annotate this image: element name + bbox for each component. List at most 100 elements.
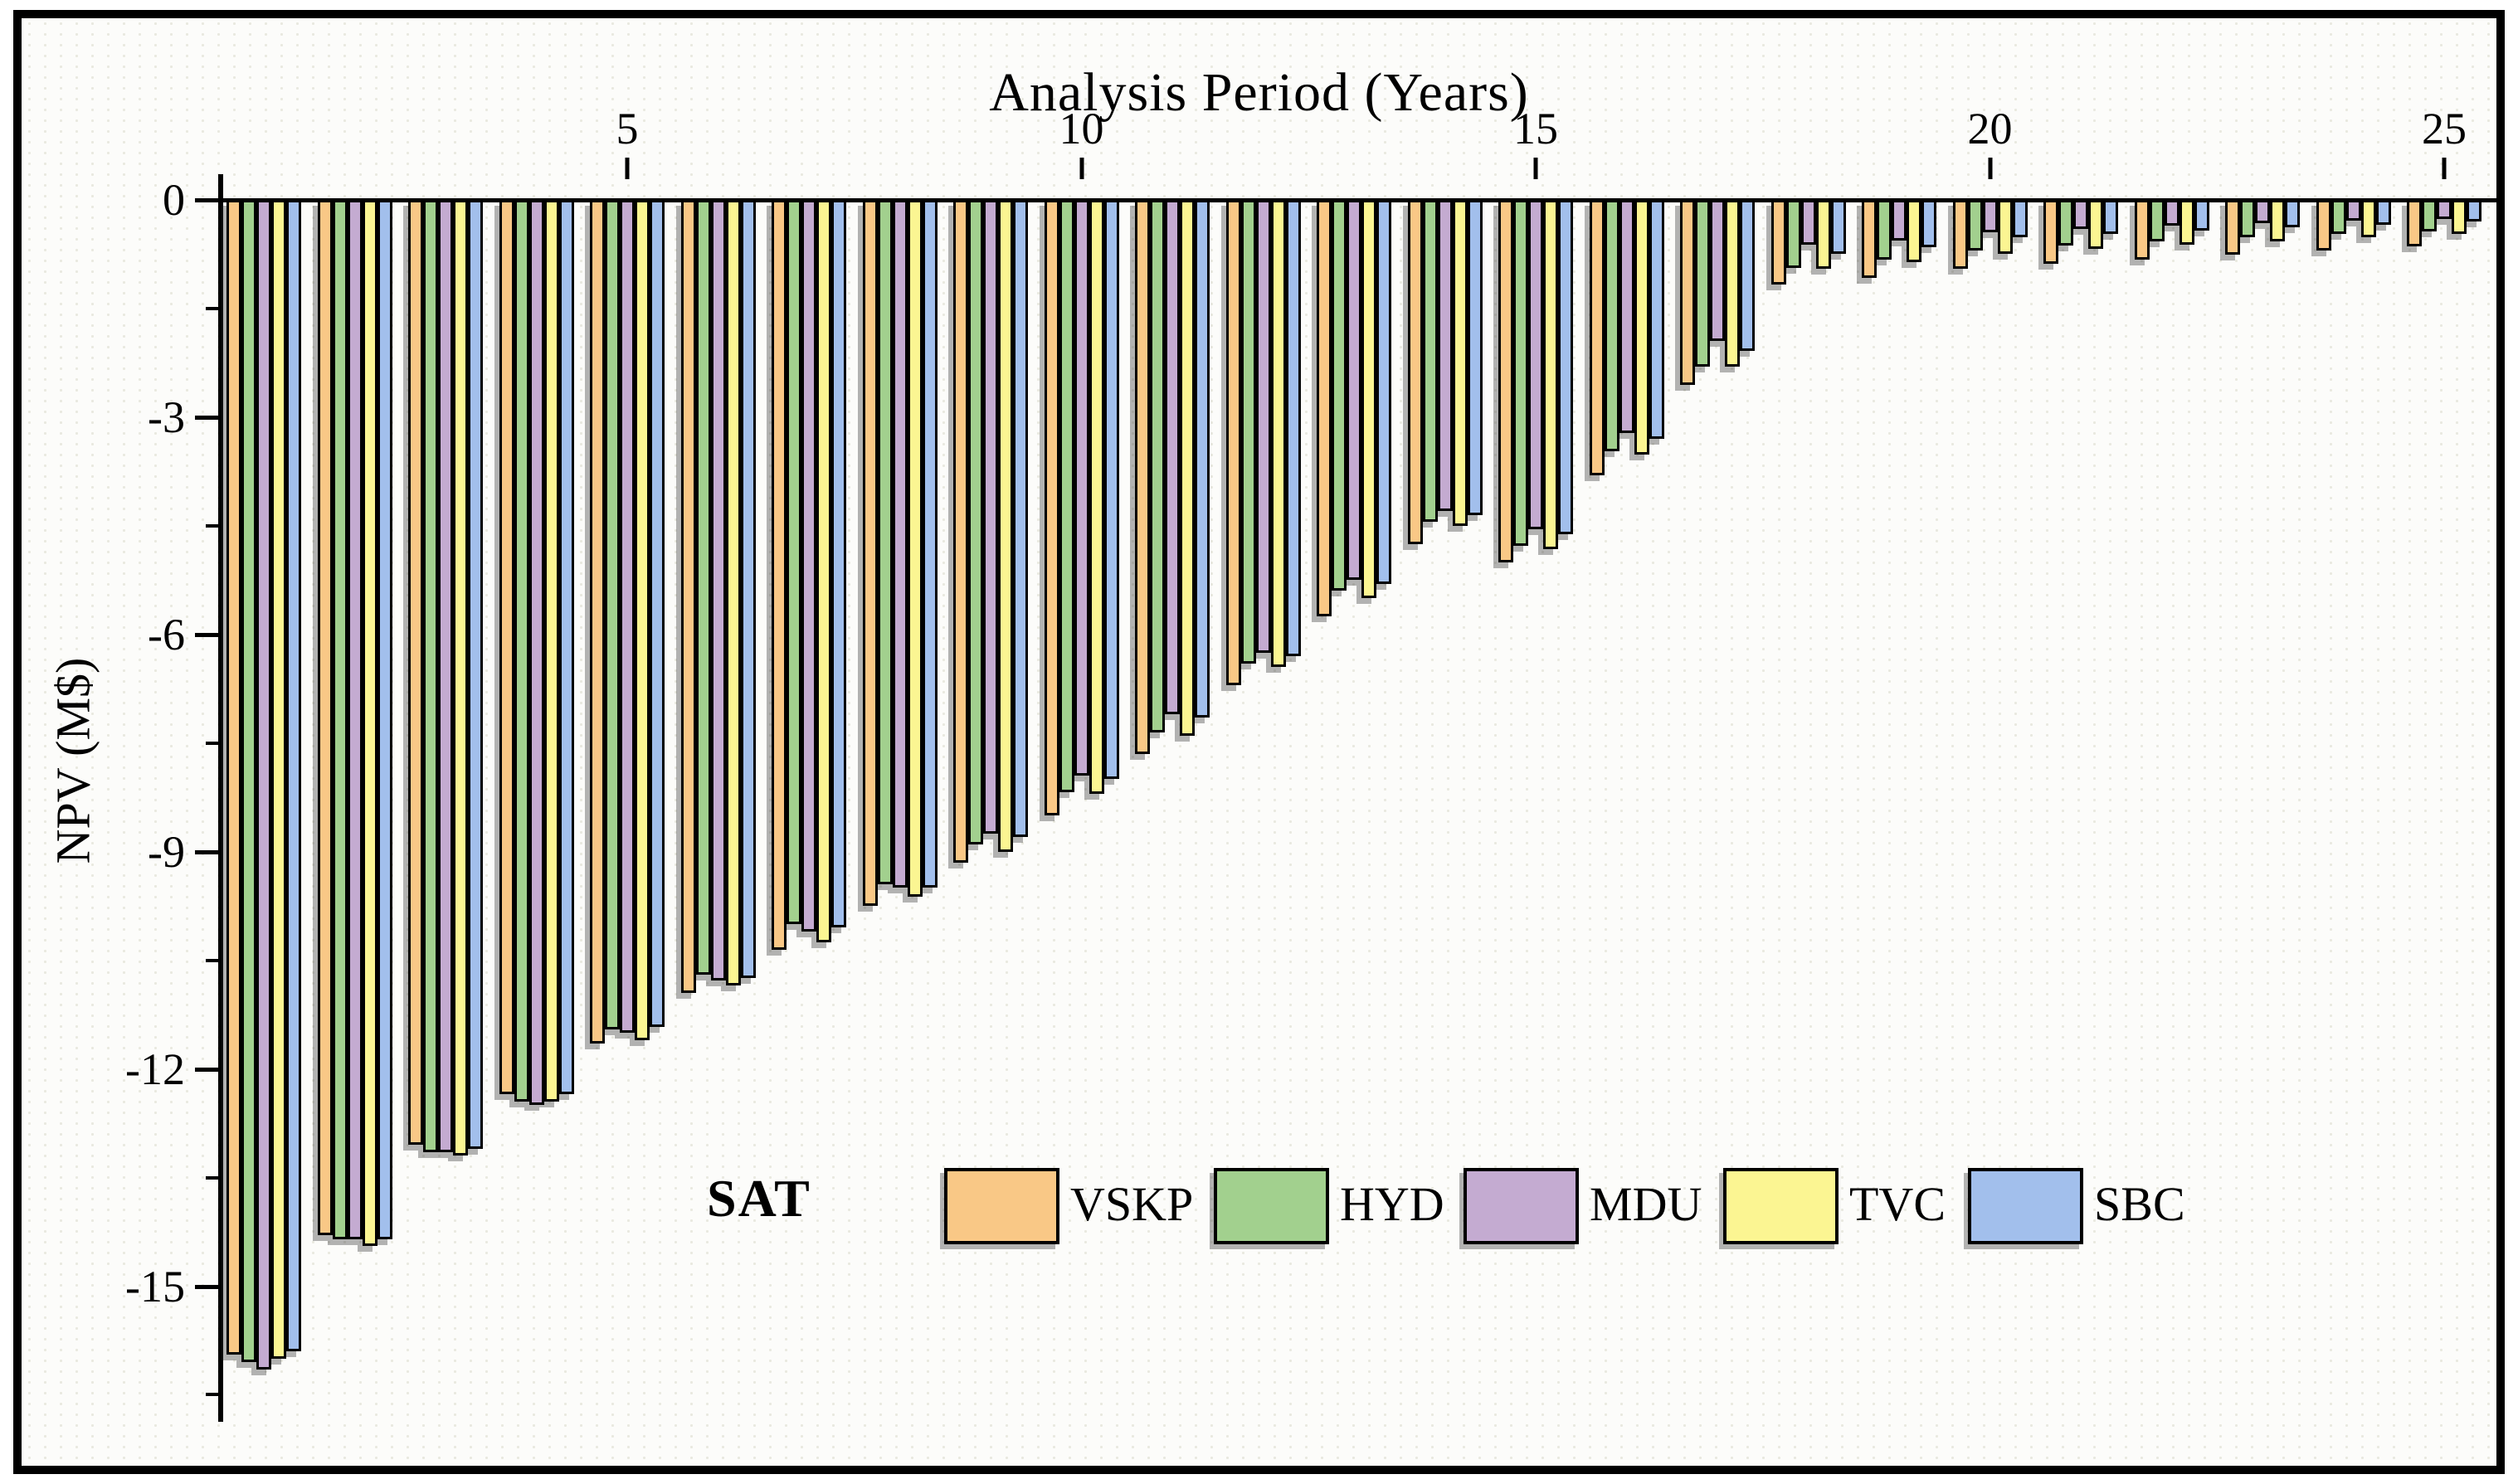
bar-VSKP-year-11 bbox=[1135, 200, 1150, 754]
bar-HYD-year-13 bbox=[1332, 200, 1347, 591]
bar-HYD-year-12 bbox=[1240, 200, 1256, 664]
bar-MDU-year-9 bbox=[983, 200, 998, 834]
bar-VSKP-year-9 bbox=[953, 200, 968, 863]
bar-VSKP-year-15 bbox=[1498, 200, 1513, 562]
y-tick-mark--15 bbox=[195, 1284, 218, 1289]
bar-MDU-year-25 bbox=[2437, 200, 2452, 219]
bar-SBC-year-2 bbox=[377, 200, 392, 1239]
bar-HYD-year-15 bbox=[1513, 200, 1528, 547]
bar-TVC-year-14 bbox=[1452, 200, 1468, 526]
bar-VSKP-year-13 bbox=[1317, 200, 1332, 616]
bar-SBC-year-24 bbox=[2375, 200, 2391, 225]
bar-MDU-year-3 bbox=[438, 200, 453, 1152]
bar-HYD-year-10 bbox=[1059, 200, 1074, 793]
y-tick-label--9: -9 bbox=[148, 826, 185, 877]
x-tick-label-25: 25 bbox=[2422, 104, 2467, 153]
x-tick-mark-15 bbox=[1533, 158, 1538, 179]
legend-swatch-MDU bbox=[1464, 1168, 1579, 1244]
bar-SBC-year-3 bbox=[468, 200, 483, 1149]
bar-TVC-year-11 bbox=[1180, 200, 1195, 737]
bar-VSKP-year-16 bbox=[1589, 200, 1605, 475]
bar-VSKP-year-6 bbox=[680, 200, 696, 993]
bar-HYD-year-25 bbox=[2422, 200, 2437, 231]
bar-VSKP-year-20 bbox=[1952, 200, 1968, 269]
bar-VSKP-year-23 bbox=[2225, 200, 2240, 255]
bar-TVC-year-15 bbox=[1543, 200, 1558, 549]
bar-TVC-year-19 bbox=[1907, 200, 1921, 263]
bar-HYD-year-9 bbox=[968, 200, 983, 844]
legend-swatch-VSKP bbox=[944, 1168, 1059, 1244]
y-minor-tick--4.5 bbox=[206, 523, 218, 528]
bar-MDU-year-16 bbox=[1619, 200, 1634, 434]
bar-HYD-year-24 bbox=[2330, 200, 2346, 235]
x-tick-mark-5 bbox=[625, 158, 630, 179]
bar-MDU-year-18 bbox=[1800, 200, 1816, 246]
legend-label-VSKP: VSKP bbox=[1070, 1177, 1194, 1231]
x-tick-label-15: 15 bbox=[1513, 104, 1558, 153]
bar-TVC-year-6 bbox=[725, 200, 741, 986]
bar-MDU-year-22 bbox=[2164, 200, 2180, 226]
y-axis-title: NPV (M$) bbox=[46, 657, 100, 864]
bar-SBC-year-19 bbox=[1921, 200, 1936, 247]
bar-TVC-year-4 bbox=[543, 200, 559, 1102]
x-tick-label-5: 5 bbox=[616, 104, 639, 153]
bar-TVC-year-22 bbox=[2179, 200, 2194, 246]
bar-SBC-year-8 bbox=[922, 200, 938, 888]
bar-MDU-year-7 bbox=[801, 200, 816, 932]
bar-SBC-year-7 bbox=[831, 200, 846, 928]
bar-HYD-year-11 bbox=[1150, 200, 1165, 732]
bar-MDU-year-4 bbox=[528, 200, 544, 1106]
bar-MDU-year-1 bbox=[256, 200, 271, 1370]
y-tick-label--3: -3 bbox=[148, 392, 185, 442]
x-axis-title: Analysis Period (Years) bbox=[989, 62, 1529, 123]
y-tick-mark--6 bbox=[195, 632, 218, 637]
bar-VSKP-year-14 bbox=[1407, 200, 1423, 544]
bar-SBC-year-22 bbox=[2194, 200, 2209, 231]
y-axis-line bbox=[218, 174, 223, 1422]
bar-SBC-year-5 bbox=[650, 200, 665, 1027]
bar-SBC-year-18 bbox=[1830, 200, 1846, 254]
bar-TVC-year-17 bbox=[1725, 200, 1740, 367]
bar-VSKP-year-1 bbox=[226, 200, 241, 1355]
x-tick-mark-20 bbox=[1988, 158, 1992, 179]
bar-VSKP-year-22 bbox=[2134, 200, 2150, 260]
legend-label-HYD: HYD bbox=[1340, 1177, 1444, 1231]
bar-HYD-year-19 bbox=[1877, 200, 1892, 260]
bar-HYD-year-2 bbox=[332, 200, 348, 1239]
x-tick-mark-25 bbox=[2442, 158, 2447, 179]
bar-SBC-year-16 bbox=[1649, 200, 1664, 440]
bar-TVC-year-3 bbox=[453, 200, 468, 1156]
bar-SBC-year-12 bbox=[1285, 200, 1301, 656]
bar-HYD-year-8 bbox=[877, 200, 893, 884]
bar-HYD-year-3 bbox=[423, 200, 438, 1152]
bar-MDU-year-23 bbox=[2255, 200, 2270, 223]
bar-SBC-year-17 bbox=[1740, 200, 1755, 351]
bar-SBC-year-13 bbox=[1376, 200, 1391, 584]
bar-TVC-year-16 bbox=[1634, 200, 1649, 455]
bar-MDU-year-19 bbox=[1892, 200, 1907, 241]
bar-TVC-year-5 bbox=[635, 200, 650, 1040]
bar-SBC-year-9 bbox=[1013, 200, 1028, 838]
y-tick-mark--9 bbox=[195, 849, 218, 854]
legend-swatch-SBC bbox=[1968, 1168, 2083, 1244]
bar-MDU-year-13 bbox=[1347, 200, 1361, 581]
bar-TVC-year-7 bbox=[816, 200, 831, 942]
bar-SBC-year-1 bbox=[286, 200, 301, 1352]
y-tick-mark--3 bbox=[195, 415, 218, 420]
y-tick-mark-0 bbox=[195, 198, 218, 202]
y-minor-tick--13.5 bbox=[206, 1175, 218, 1180]
bar-TVC-year-18 bbox=[1815, 200, 1831, 269]
bar-SBC-year-25 bbox=[2467, 200, 2481, 222]
bar-MDU-year-14 bbox=[1437, 200, 1453, 512]
bar-HYD-year-17 bbox=[1695, 200, 1710, 367]
bar-VSKP-year-2 bbox=[317, 200, 333, 1236]
bar-HYD-year-20 bbox=[1967, 200, 1983, 251]
bar-TVC-year-20 bbox=[1997, 200, 2013, 255]
legend-swatch-HYD bbox=[1214, 1168, 1329, 1244]
bar-HYD-year-14 bbox=[1422, 200, 1438, 523]
bar-SBC-year-14 bbox=[1467, 200, 1483, 515]
bar-VSKP-year-4 bbox=[499, 200, 514, 1095]
bar-TVC-year-2 bbox=[362, 200, 377, 1247]
bar-MDU-year-5 bbox=[620, 200, 635, 1033]
legend-title: SAT bbox=[707, 1169, 811, 1228]
